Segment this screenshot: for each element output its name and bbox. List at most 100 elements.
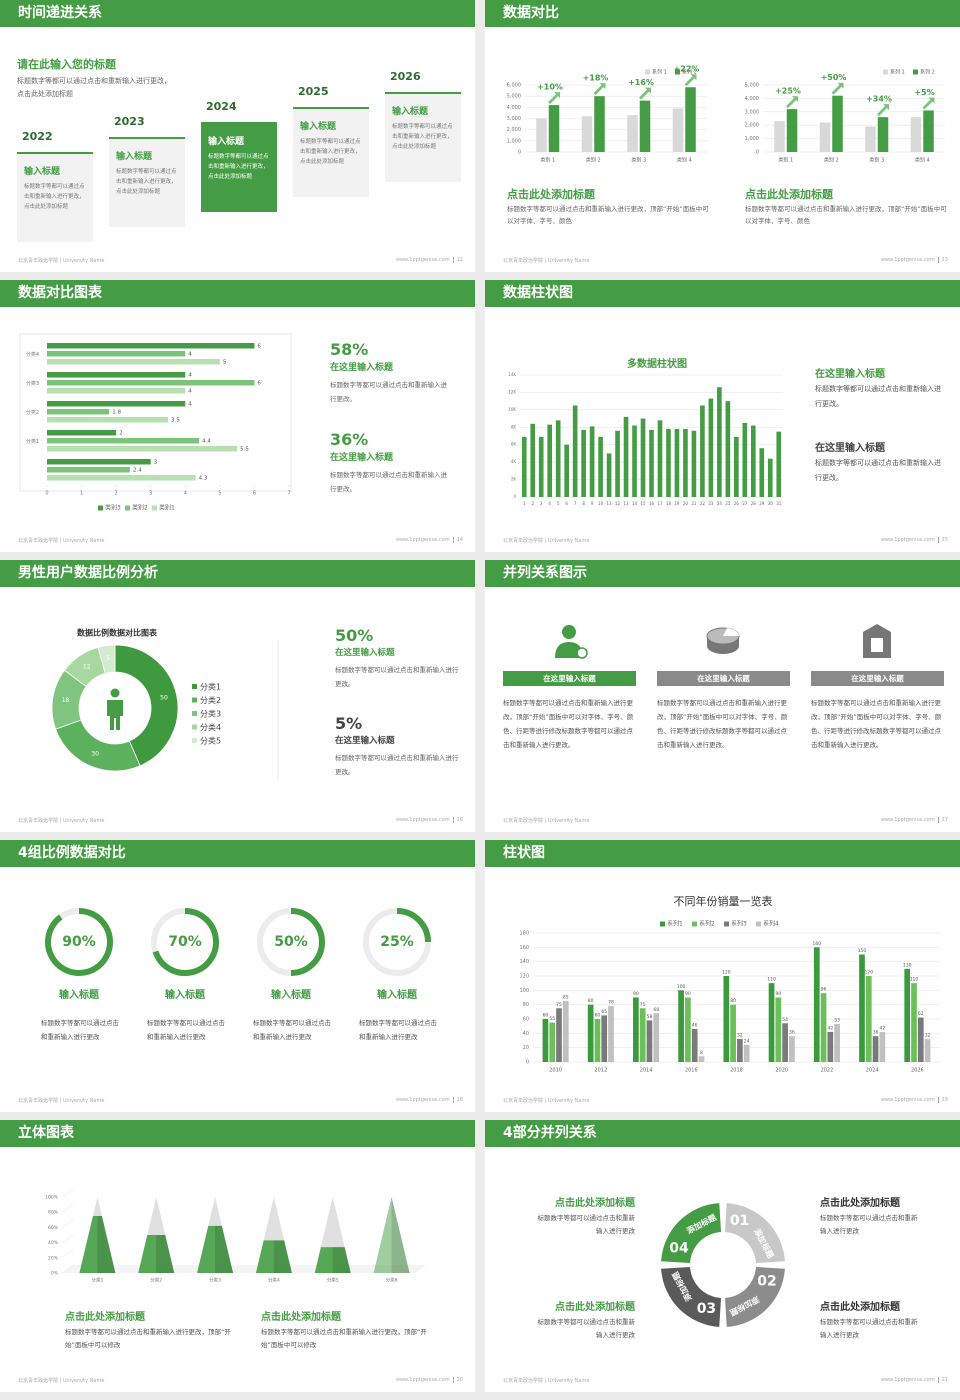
bar: [865, 976, 872, 1062]
footer-url: www.1pptgenius.com: [395, 537, 450, 543]
value-label: 80: [588, 998, 594, 1004]
value-label: 46: [692, 1023, 698, 1029]
bar: [530, 423, 536, 497]
y-tick-label: 0: [756, 150, 759, 156]
value-label: 32: [737, 1033, 743, 1039]
slide: 不同年份销量一览表 0 20 40 60 80 100 120 140 160 180 2010 60 5…: [485, 840, 960, 1112]
footer-left: 北京青年政治学院 | University Name: [18, 1378, 105, 1384]
bar: [730, 1004, 736, 1062]
bar: [827, 1031, 834, 1062]
timeline-card: 输入标题 标题数字等都可以通过点击和重新输入进行更改，点击此处添加标题: [293, 107, 369, 197]
slide: 0 1 2 3 4 5 6 7 3 2.4 4.3 分类1 2 4.4 5.5 分类2 4 1.8 3.5 分类3 4 6…: [0, 280, 475, 552]
ring-arc: [45, 908, 113, 976]
bar: [725, 401, 731, 497]
y-tick-label: 0%: [51, 1271, 59, 1277]
footer-right: www.1pptgenius.com 17: [881, 817, 948, 823]
slide: 0% 20% 40% 60% 80% 100% 分类1 分类2 分类3 分类4 分类5 分类6 立体图表…: [0, 1120, 475, 1392]
person-head: [110, 688, 120, 698]
note-text: 标题数字等都可以通过点击和重新输入进行更改。: [330, 381, 447, 403]
x-tick-label: 17: [657, 501, 663, 506]
legend-label: 分类1: [200, 682, 221, 692]
x-tick-label: 13: [624, 501, 630, 506]
bar: [549, 1022, 556, 1062]
donut-segment: [114, 644, 179, 767]
x-tick-label: 1: [523, 501, 526, 506]
x-tick-label: 6: [253, 491, 256, 497]
page-number: 12: [452, 257, 463, 263]
ring-title: 输入标题: [377, 988, 418, 1001]
note-value: 58%: [330, 340, 369, 359]
value-label: 65: [601, 1009, 607, 1015]
slide: 多数据柱状图 0 2K 4K 6K 8K 10K 12K 14K 1 2 3 4 5 6 7 8 9 10 11 12 1…: [485, 280, 960, 552]
bar: [47, 459, 151, 465]
value-label: 60: [595, 1013, 601, 1019]
value-label: 1.8: [112, 410, 121, 416]
arrow: [548, 92, 561, 105]
bar: [538, 436, 544, 497]
footer-url: www.1pptgenius.com: [880, 1097, 935, 1103]
slide-title: 4部分并列关系: [485, 1120, 960, 1147]
x-tick-label: 类别 3: [631, 157, 646, 164]
y-tick-label: 分类4: [26, 351, 39, 358]
chart-heading: 点击此处添加标题: [507, 188, 595, 201]
slide-title: 数据对比图表: [0, 280, 475, 307]
note-text: 标题数字等都可以通过点击和重新输入进行更改。: [330, 471, 447, 493]
footer-url: www.1pptgenius.com: [880, 257, 935, 263]
y-tick-label: 60%: [48, 1225, 59, 1231]
y-tick-label: 120: [519, 974, 529, 980]
bar: [653, 1013, 660, 1062]
x-tick-label: 类别 1: [778, 157, 793, 164]
legend-swatch: [192, 738, 197, 743]
y-tick-label: 6K: [511, 442, 517, 447]
x-tick-label: 5: [557, 501, 560, 506]
value-label: 36: [873, 1030, 879, 1036]
item-title: 在这里输入标题: [697, 674, 750, 683]
legend-label: 系列 2: [682, 69, 697, 76]
note-value: 5%: [335, 714, 363, 733]
x-tick-label: 类别 1: [540, 157, 555, 164]
page-number: 16: [452, 817, 463, 823]
value-label: 90: [685, 991, 691, 997]
note-title: 在这里输入标题: [815, 369, 885, 380]
footer-left: 北京青年政治学院 | University Name: [503, 1378, 590, 1384]
page-number: 17: [937, 817, 948, 823]
bar: [678, 990, 684, 1062]
ring-title: 输入标题: [59, 988, 100, 1001]
value-label: 60: [543, 1013, 549, 1019]
x-tick-label: 26: [734, 501, 740, 506]
value-label: 90: [633, 991, 639, 997]
value-label: 42: [827, 1025, 833, 1031]
note-title: 在这里输入标题: [330, 363, 394, 373]
value-label: 6: [257, 344, 261, 350]
slide-title: 数据对比: [485, 0, 960, 27]
bar: [879, 1031, 886, 1062]
cone-shade: [273, 1240, 292, 1273]
y-tick-label: 分类2: [26, 409, 39, 416]
value-label: 75: [556, 1002, 562, 1008]
bar: [768, 983, 775, 1062]
y-tick-label: 3,000: [507, 116, 521, 122]
ring-arc: [396, 908, 431, 943]
x-tick-label: 16: [649, 501, 655, 506]
legend-label: 分类2: [200, 695, 221, 705]
legend-label: 类别3: [105, 504, 121, 512]
bar: [581, 429, 586, 497]
page-number: 21: [937, 1377, 948, 1383]
x-tick-label: 2010: [549, 1068, 562, 1074]
y-tick-label: 分类1: [26, 438, 39, 445]
x-tick-label: 5: [218, 491, 221, 497]
footer-right: www.1pptgenius.com 15: [881, 537, 948, 543]
value-label: 4: [188, 373, 192, 379]
cone-shade: [215, 1225, 234, 1273]
block-text: 标题数字等都可以通过点击和重新输入进行更改: [537, 1318, 636, 1339]
bar: [786, 109, 798, 152]
card-text: 标题数字等都可以通过点击和重新输入进行更改，点击此处添加标题: [392, 124, 453, 150]
bar: [782, 1023, 788, 1062]
bar: [47, 388, 186, 394]
footer-right: www.1pptgenius.com 18: [396, 1097, 463, 1103]
y-tick-label: 20%: [48, 1255, 59, 1261]
legend-swatch: [645, 69, 650, 75]
chart-text: 标题数字等都可以通过点击和重新输入进行更改，顶部“开始”面板中可以对字体、字号、…: [507, 205, 709, 225]
ring-label: 25%: [380, 934, 414, 950]
